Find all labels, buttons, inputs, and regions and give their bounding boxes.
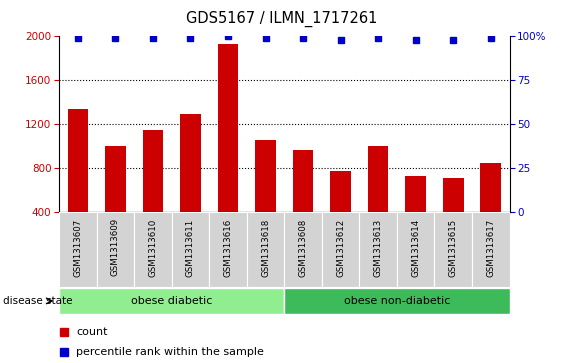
Bar xyxy=(397,212,435,287)
Text: GSM1313609: GSM1313609 xyxy=(111,218,120,277)
Text: GSM1313611: GSM1313611 xyxy=(186,218,195,277)
Bar xyxy=(480,163,501,212)
Bar xyxy=(255,140,276,212)
Text: GSM1313612: GSM1313612 xyxy=(336,218,345,277)
Text: obese non-diabetic: obese non-diabetic xyxy=(344,296,450,306)
Bar xyxy=(322,212,359,287)
Bar xyxy=(142,130,163,212)
Text: GSM1313616: GSM1313616 xyxy=(224,218,233,277)
Text: GSM1313615: GSM1313615 xyxy=(449,218,458,277)
Bar xyxy=(134,212,172,287)
Bar xyxy=(59,212,97,287)
Text: GSM1313614: GSM1313614 xyxy=(411,218,420,277)
Text: disease state: disease state xyxy=(3,296,72,306)
Bar xyxy=(330,171,351,212)
Bar xyxy=(172,212,209,287)
Text: GSM1313613: GSM1313613 xyxy=(374,218,383,277)
Bar xyxy=(405,176,426,212)
Text: count: count xyxy=(77,327,108,338)
Text: GSM1313607: GSM1313607 xyxy=(73,218,82,277)
Text: GSM1313618: GSM1313618 xyxy=(261,218,270,277)
Text: percentile rank within the sample: percentile rank within the sample xyxy=(77,347,265,358)
Bar xyxy=(472,212,510,287)
Bar xyxy=(97,212,134,287)
Bar xyxy=(105,146,126,212)
Bar xyxy=(180,114,201,212)
Bar xyxy=(359,212,397,287)
Bar xyxy=(293,150,314,212)
Text: GSM1313617: GSM1313617 xyxy=(486,218,495,277)
Bar xyxy=(368,146,388,212)
Bar xyxy=(443,178,463,212)
Text: GSM1313608: GSM1313608 xyxy=(298,218,307,277)
Text: GDS5167 / ILMN_1717261: GDS5167 / ILMN_1717261 xyxy=(186,11,377,27)
Bar xyxy=(218,44,238,212)
Text: obese diabetic: obese diabetic xyxy=(131,296,212,306)
Text: GSM1313610: GSM1313610 xyxy=(149,218,158,277)
Bar xyxy=(435,212,472,287)
Bar xyxy=(68,109,88,212)
Bar xyxy=(247,212,284,287)
Bar xyxy=(284,212,322,287)
Bar xyxy=(209,212,247,287)
Bar xyxy=(59,288,284,314)
Bar xyxy=(284,288,510,314)
